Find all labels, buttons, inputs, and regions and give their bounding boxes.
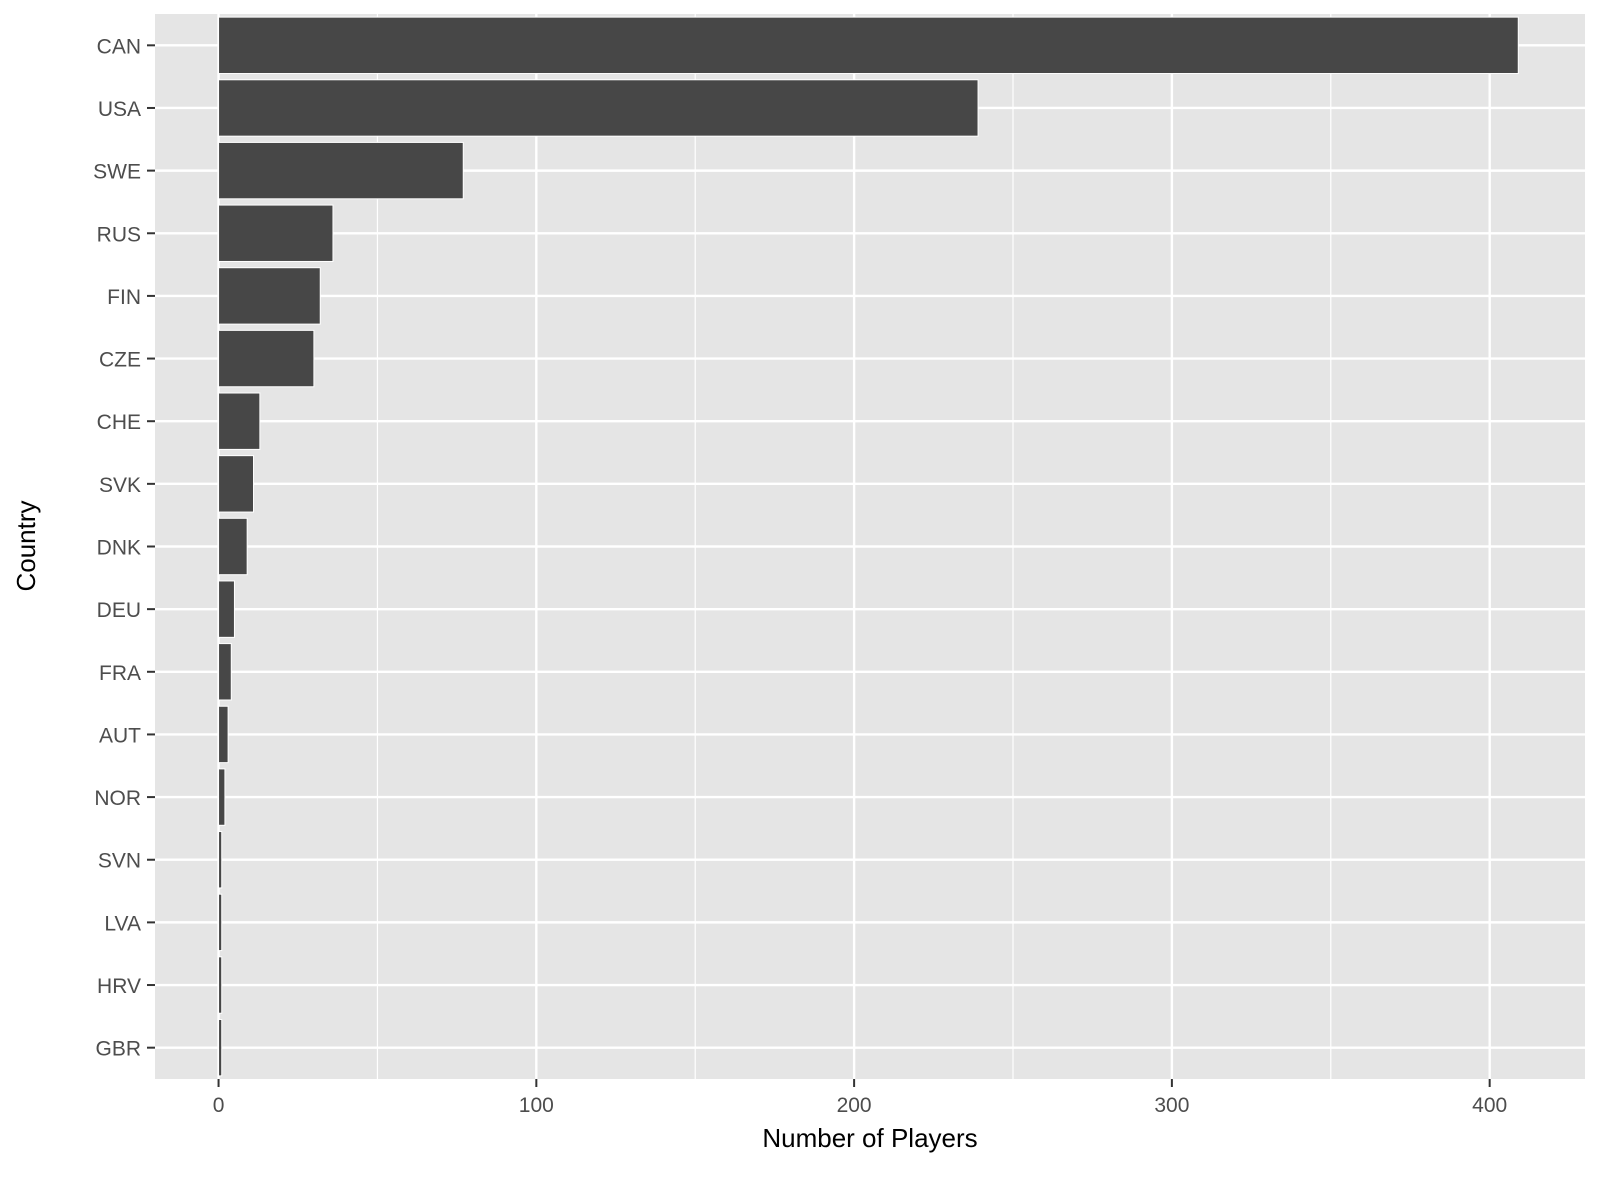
- x-axis-ticks: 0 100 200 300 400: [213, 1079, 1507, 1117]
- bar-swe: [218, 141, 464, 200]
- y-tick-label: HRV: [97, 975, 141, 998]
- bar-nor: [218, 768, 226, 826]
- y-tick-label: DNK: [97, 537, 141, 560]
- y-tick-label: LVA: [104, 912, 141, 935]
- y-axis-ticks: CAN USA SWE RUS FIN CZE CHE SVK DNK DEU FRA AUT NOR S…: [93, 35, 155, 1061]
- bar-fra: [218, 643, 232, 701]
- bar-hrv: [218, 956, 223, 1014]
- y-tick-label: FIN: [107, 286, 141, 309]
- y-tick-label: FRA: [99, 662, 141, 685]
- bar-rus: [218, 204, 334, 262]
- y-tick-label: CAN: [97, 35, 141, 58]
- bars: [218, 16, 1519, 1077]
- bar-che: [218, 392, 261, 450]
- y-tick-label: GBR: [95, 1038, 141, 1061]
- x-axis-title: Number of Players: [762, 1123, 977, 1153]
- y-tick-label: DEU: [97, 599, 141, 622]
- bar-fin: [218, 267, 321, 325]
- y-tick-label: CZE: [99, 349, 141, 372]
- bar-svn: [218, 831, 223, 889]
- bar-can: [218, 16, 1519, 75]
- bar-usa: [218, 79, 979, 137]
- y-tick-label: CHE: [97, 411, 141, 434]
- x-tick-label: 400: [1472, 1094, 1507, 1117]
- bar-cze: [218, 329, 315, 388]
- y-tick-label: SVK: [99, 474, 141, 497]
- y-tick-label: AUT: [99, 724, 141, 747]
- bar-deu: [218, 580, 235, 638]
- y-axis-title: Country: [11, 500, 41, 591]
- y-tick-label: SVN: [98, 850, 141, 873]
- y-tick-label: RUS: [97, 223, 141, 246]
- x-tick-label: 0: [213, 1094, 225, 1117]
- y-tick-label: SWE: [93, 161, 141, 184]
- y-tick-label: USA: [98, 98, 141, 121]
- x-tick-label: 200: [837, 1094, 872, 1117]
- x-tick-label: 300: [1154, 1094, 1189, 1117]
- y-tick-label: NOR: [94, 787, 141, 810]
- bar-aut: [218, 705, 229, 764]
- bar-lva: [218, 893, 223, 952]
- bar-gbr: [218, 1018, 223, 1077]
- bar-svk: [218, 455, 255, 513]
- bar-dnk: [218, 517, 248, 576]
- x-tick-label: 100: [519, 1094, 554, 1117]
